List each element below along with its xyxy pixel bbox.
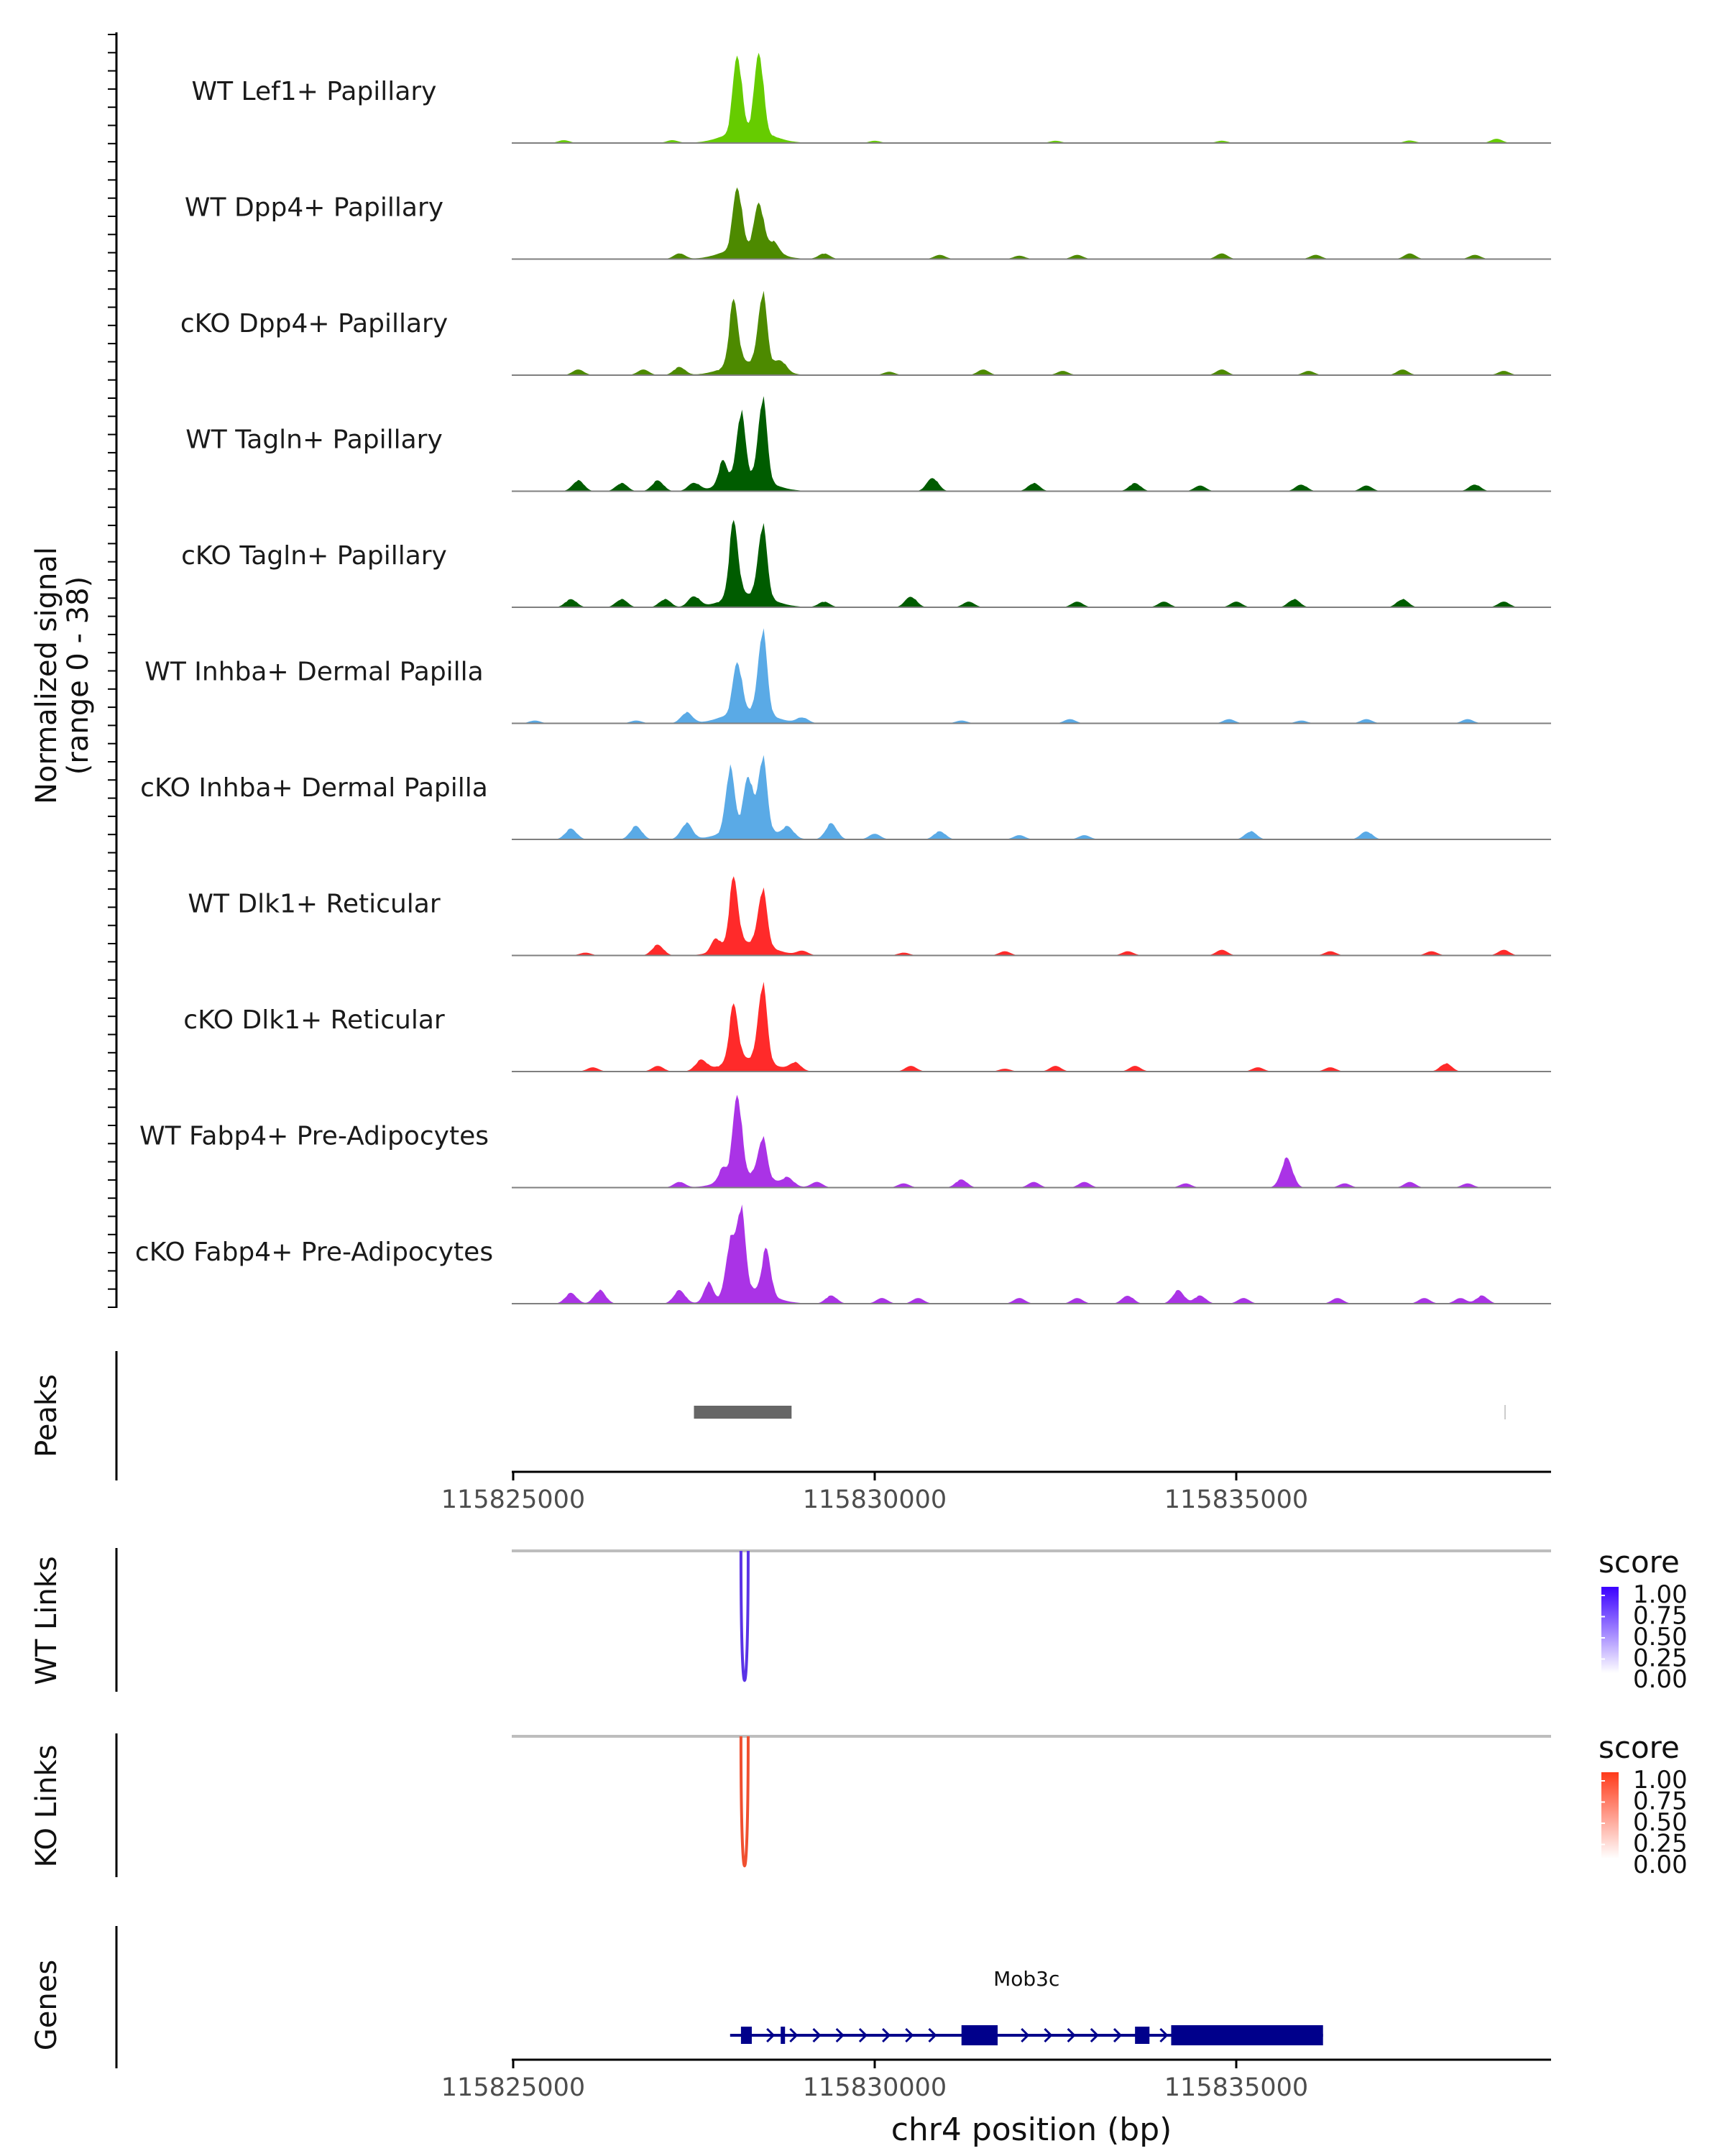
track-label: WT Inhba+ Dermal Papilla [144,658,483,687]
strand-arrow [1113,2027,1123,2043]
coverage-ylabel-line2: (range 0 - 38) [62,576,95,775]
position-axis-bottom: 115825000 115830000 115835000 [441,2058,1551,2102]
position-tick-label: 115830000 [803,1485,947,1514]
strand-arrow [766,2027,776,2043]
strand-arrow [905,2027,914,2043]
position-tick-label: 115830000 [803,2073,947,2102]
link-arc [739,1736,750,1868]
x-axis-label: chr4 position (bp) [891,2111,1172,2148]
coverage-tracks: WT Lef1+ Papillary WT Dpp4+ Papillary cKO … [135,52,1551,1304]
genes-label: Genes [30,1960,63,2050]
track-label: WT Fabp4+ Pre-Adipocytes [139,1122,489,1151]
track-label: cKO Fabp4+ Pre-Adipocytes [135,1238,493,1267]
track-label: cKO Tagln+ Papillary [181,541,447,571]
coverage-area-6 [513,628,1547,724]
strand-arrow [1021,2027,1030,2043]
track-label: WT Dpp4+ Papillary [185,193,443,223]
position-axis-top: 115825000 115830000 115835000 [441,1470,1551,1514]
strand-arrow [1159,2027,1169,2043]
strand-arrow [1090,2027,1099,2043]
legend-tick-label: 0.25 [1633,1644,1688,1673]
coverage-y-axis [108,32,118,1308]
legend-title: score [1598,1730,1680,1765]
strand-arrow [1044,2027,1053,2043]
track-label: WT Tagln+ Papillary [185,425,443,455]
gene-model: Mob3c [730,1967,1323,2045]
link-arc [739,1550,750,1682]
coverage-area-2 [513,187,1547,259]
strand-arrow [928,2027,937,2043]
coverage-area-3 [513,290,1547,375]
strand-arrow [835,2027,845,2043]
coverage-area-9 [513,982,1547,1072]
gene-exon [1135,2027,1150,2044]
legend-tick-label: 0.00 [1633,1851,1688,1879]
coverage-area-5 [513,520,1547,607]
strand-arrow [858,2027,868,2043]
coverage-area-4 [513,396,1547,492]
link-track-label: WT Links [30,1556,63,1685]
link-track-label: KO Links [30,1745,63,1868]
legend-colorbar [1601,1587,1619,1673]
legend-tick-label: 1.00 [1633,1766,1688,1795]
legend-tick-label: 0.75 [1633,1787,1688,1816]
position-tick-label: 115825000 [441,1485,585,1514]
strand-arrow [812,2027,822,2043]
gene-name-label: Mob3c [993,1967,1059,1991]
legend-colorbar [1601,1772,1619,1858]
legend-tick-label: 1.00 [1633,1580,1688,1609]
legend-tick-label: 0.00 [1633,1665,1688,1694]
track-label: WT Dlk1+ Reticular [188,890,440,919]
legend-tick-label: 0.50 [1633,1808,1688,1837]
coverage-ylabel-line1: Normalized signal [30,547,63,804]
gene-exon [740,2027,752,2044]
track-label: cKO Inhba+ Dermal Papilla [140,773,488,803]
peak-region [694,1406,792,1419]
coverage-area-8 [513,876,1547,956]
legend-title: score [1598,1544,1680,1580]
legend-tick-label: 0.50 [1633,1623,1688,1651]
peaks-label: Peaks [30,1374,63,1457]
track-label: WT Lef1+ Papillary [192,77,437,106]
peak-regions [694,1406,792,1419]
track-label: cKO Dpp4+ Papillary [180,309,448,338]
position-tick-label: 115835000 [1164,2073,1308,2102]
position-tick-label: 115825000 [441,2073,585,2102]
strand-arrow [1067,2027,1076,2043]
gene-exon [781,2027,786,2044]
legend-tick-label: 0.25 [1633,1830,1688,1858]
coverage-area-10 [513,1095,1547,1188]
strand-arrow [882,2027,891,2043]
gene-exon [961,2025,998,2045]
coverage-area-7 [513,755,1547,839]
track-label: cKO Dlk1+ Reticular [183,1005,445,1035]
strand-arrow [789,2027,799,2043]
position-tick-label: 115835000 [1164,1485,1308,1514]
gene-exon [1171,2025,1323,2045]
legend-tick-label: 0.75 [1633,1602,1688,1631]
coverage-area-11 [513,1204,1547,1304]
coverage-area-1 [513,52,1547,143]
